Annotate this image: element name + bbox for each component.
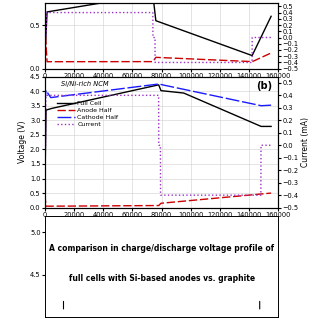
Text: Si/Ni-rich NCM: Si/Ni-rich NCM xyxy=(61,81,109,87)
Y-axis label: Current (mA): Current (mA) xyxy=(301,117,310,167)
X-axis label: Time (s): Time (s) xyxy=(146,219,177,228)
Y-axis label: Voltage (V): Voltage (V) xyxy=(18,121,27,164)
Text: A comparison in charge/discharge voltage profile of: A comparison in charge/discharge voltage… xyxy=(49,244,274,253)
Legend: Full Cell, Anode Half, Cathode Half, Current: Full Cell, Anode Half, Cathode Half, Cur… xyxy=(57,101,118,127)
X-axis label: Time (s): Time (s) xyxy=(146,80,177,89)
Text: (b): (b) xyxy=(256,81,273,91)
Text: full cells with Si-based anodes vs. graphite: full cells with Si-based anodes vs. grap… xyxy=(68,274,255,283)
